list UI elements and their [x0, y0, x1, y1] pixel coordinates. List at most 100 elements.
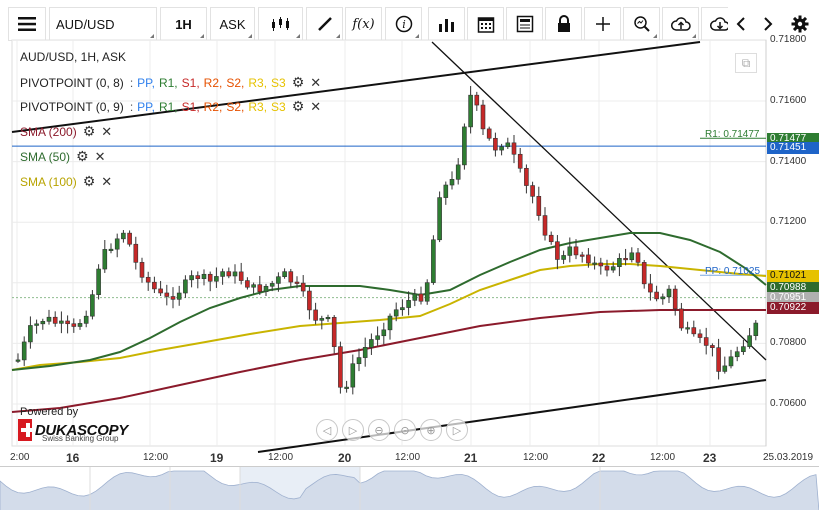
chart-title: AUD/USD, 1H, ASK — [20, 50, 126, 64]
candle-body — [369, 339, 374, 348]
swiss-flag-icon — [18, 419, 35, 441]
pivot-r2: R2, — [203, 75, 223, 90]
overview-navigator[interactable] — [0, 466, 819, 510]
nav-end-icon[interactable]: ▷ — [446, 419, 468, 441]
candle-body — [195, 275, 201, 279]
gear-icon[interactable]: ⚙ — [291, 98, 305, 114]
candle-body — [586, 254, 591, 264]
candle-body — [561, 255, 566, 260]
instrument-selector[interactable]: AUD/USD — [49, 7, 157, 41]
candle-body — [449, 179, 455, 186]
pivot-legend-2: PIVOTPOINT (0, 9) : PP, R1, S1, R2, S2, … — [20, 98, 321, 115]
candle-body — [245, 280, 250, 288]
x-tick-label: 12:00 — [268, 452, 294, 463]
gear-icon[interactable]: ⚙ — [82, 123, 96, 139]
close-icon[interactable]: ✕ — [94, 148, 106, 164]
candle-body — [71, 323, 77, 327]
gear-icon[interactable]: ⚙ — [291, 74, 305, 90]
zoom-reset-icon[interactable]: ⊙ — [394, 419, 416, 441]
pivot-r1: R1, — [158, 75, 178, 90]
zoom-in-icon[interactable]: ⊕ — [420, 419, 442, 441]
candle-body — [406, 300, 411, 308]
candle-body — [350, 363, 356, 388]
candle-body — [263, 285, 269, 293]
candle-body — [21, 341, 27, 361]
candle-body — [300, 282, 306, 292]
y-tick-label: 0.70600 — [770, 398, 807, 409]
candle-body — [579, 254, 585, 257]
crosshair-icon[interactable] — [584, 7, 621, 41]
expand-icon[interactable]: ⧉ — [735, 53, 757, 73]
candle-body — [207, 273, 213, 282]
candle-body — [753, 322, 759, 336]
candle-body — [493, 137, 498, 151]
zoom-out-icon[interactable]: ⊖ — [368, 419, 390, 441]
upper-trendline — [11, 41, 701, 133]
close-icon[interactable]: ✕ — [310, 74, 322, 90]
candle-body — [251, 284, 256, 288]
nav-right-icon[interactable]: ▷ — [342, 419, 364, 441]
r1-annotation: R1: 0.71477 — [705, 129, 760, 140]
price-tag-sma200: 0.70922 — [767, 302, 819, 314]
info-icon[interactable]: i — [385, 7, 422, 41]
candle-body — [703, 337, 709, 346]
brand-name: DUKASCOPY — [34, 421, 128, 439]
y-tick-label: 0.71200 — [770, 216, 807, 228]
candle-type-icon[interactable] — [258, 7, 303, 41]
candle-body — [77, 323, 83, 327]
candle-body — [288, 271, 294, 283]
x-tick-label: 12:00 — [650, 452, 676, 463]
candle-body — [455, 164, 461, 180]
pivot-sep: : — [129, 99, 134, 114]
close-icon[interactable]: ✕ — [101, 173, 113, 189]
candle-body — [672, 288, 678, 310]
instrument-label: AUD/USD — [56, 16, 115, 32]
timeframe-selector[interactable]: 1H — [160, 7, 207, 41]
pivot-name: PIVOTPOINT (0, 8) — [20, 75, 124, 90]
nav-left-icon[interactable]: ◁ — [316, 419, 338, 441]
candle-body — [629, 252, 635, 261]
candle-body — [747, 335, 752, 347]
y-tick-label: 0.71600 — [770, 95, 807, 106]
side-selector[interactable]: ASK — [210, 7, 255, 41]
volume-bars-icon[interactable] — [428, 7, 465, 41]
candle-body — [511, 142, 517, 155]
candle-body — [15, 359, 21, 362]
hamburger-menu-icon[interactable] — [8, 7, 46, 41]
x-tick-label: 20 — [338, 451, 352, 465]
candle-body — [480, 104, 486, 130]
sma200-label: SMA (200) — [20, 124, 77, 139]
fx-indicator-icon[interactable]: f(x) — [345, 7, 382, 41]
candle-body — [108, 248, 114, 251]
price-tag-blue: 0.71451 — [767, 142, 819, 154]
pivot-name: PIVOTPOINT (0, 9) — [20, 99, 124, 114]
candle-body — [90, 294, 95, 317]
close-icon[interactable]: ✕ — [101, 123, 113, 139]
sma50-line — [11, 232, 767, 371]
sma200-line — [11, 309, 766, 413]
zoom-icon[interactable] — [623, 7, 660, 41]
candle-body — [486, 128, 492, 139]
candle-body — [381, 329, 387, 337]
gear-icon[interactable]: ⚙ — [76, 148, 89, 164]
candle-body — [331, 316, 337, 347]
pivot-sep: : — [129, 75, 134, 90]
chevron-left-icon[interactable] — [728, 7, 754, 41]
gear-icon[interactable]: ⚙ — [82, 173, 96, 189]
brand-subtitle: Swiss Banking Group — [42, 434, 119, 443]
draw-line-icon[interactable] — [306, 7, 343, 41]
pivot-s2: S2, — [226, 75, 245, 90]
candle-body — [474, 94, 480, 106]
upload-icon[interactable] — [662, 7, 699, 41]
candle-body — [282, 271, 287, 278]
chart-navigation: ◁ ▷ ⊖ ⊙ ⊕ ▷ — [316, 419, 468, 441]
candle-body — [691, 327, 697, 335]
candle-body — [344, 386, 349, 389]
gear-icon[interactable] — [784, 7, 816, 41]
y-tick-label: 0.70800 — [770, 337, 807, 349]
close-icon[interactable]: ✕ — [310, 98, 322, 114]
chevron-right-icon[interactable] — [755, 7, 781, 41]
overview-area — [0, 470, 819, 510]
dukascopy-logo: DUKASCOPY — [18, 417, 128, 443]
